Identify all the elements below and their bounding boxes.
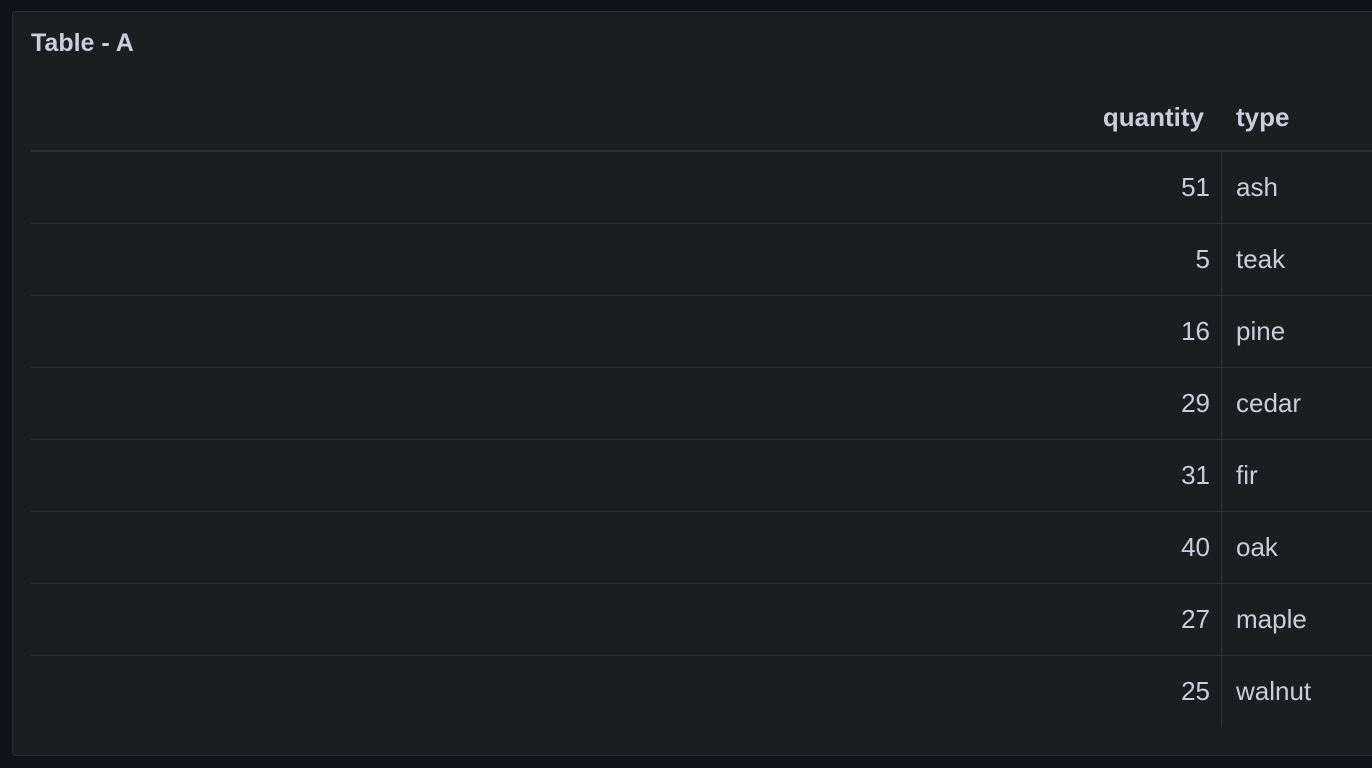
table-header: quantity type (31, 97, 1372, 152)
cell-quantity: 16 (1181, 316, 1210, 346)
cell-type: ash (1236, 172, 1278, 202)
cell-quantity: 27 (1181, 604, 1210, 634)
table-row: 16 pine (31, 296, 1372, 368)
cell-type: fir (1236, 460, 1258, 490)
cell-type: maple (1236, 604, 1307, 634)
cell-type: cedar (1236, 388, 1302, 418)
cell-quantity: 29 (1181, 388, 1210, 418)
table-panel: Table - A quantity type 51 ash 5 teak 16 pine… (12, 11, 1372, 756)
cell-type: pine (1236, 316, 1286, 346)
table-row: 25 walnut (31, 656, 1372, 727)
cell-quantity: 31 (1181, 460, 1210, 490)
column-header-quantity[interactable]: quantity (1102, 102, 1204, 132)
column-divider[interactable] (1221, 150, 1222, 727)
cell-quantity: 40 (1181, 532, 1210, 562)
cell-quantity: 5 (1195, 244, 1210, 274)
cell-type: oak (1236, 532, 1278, 562)
cell-quantity: 25 (1181, 676, 1210, 706)
cell-type: teak (1236, 244, 1286, 274)
data-table: quantity type 51 ash 5 teak 16 pine 29 cedar 31 f… (31, 97, 1372, 727)
column-header-type[interactable]: type (1236, 102, 1290, 132)
table-row: 29 cedar (31, 368, 1372, 440)
table-row: 51 ash (31, 152, 1372, 224)
table-row: 40 oak (31, 512, 1372, 584)
cell-type: walnut (1236, 676, 1312, 706)
panel-title[interactable]: Table - A (31, 29, 134, 57)
table-row: 31 fir (31, 440, 1372, 512)
table-row: 27 maple (31, 584, 1372, 656)
table-row: 5 teak (31, 224, 1372, 296)
cell-quantity: 51 (1181, 172, 1210, 202)
